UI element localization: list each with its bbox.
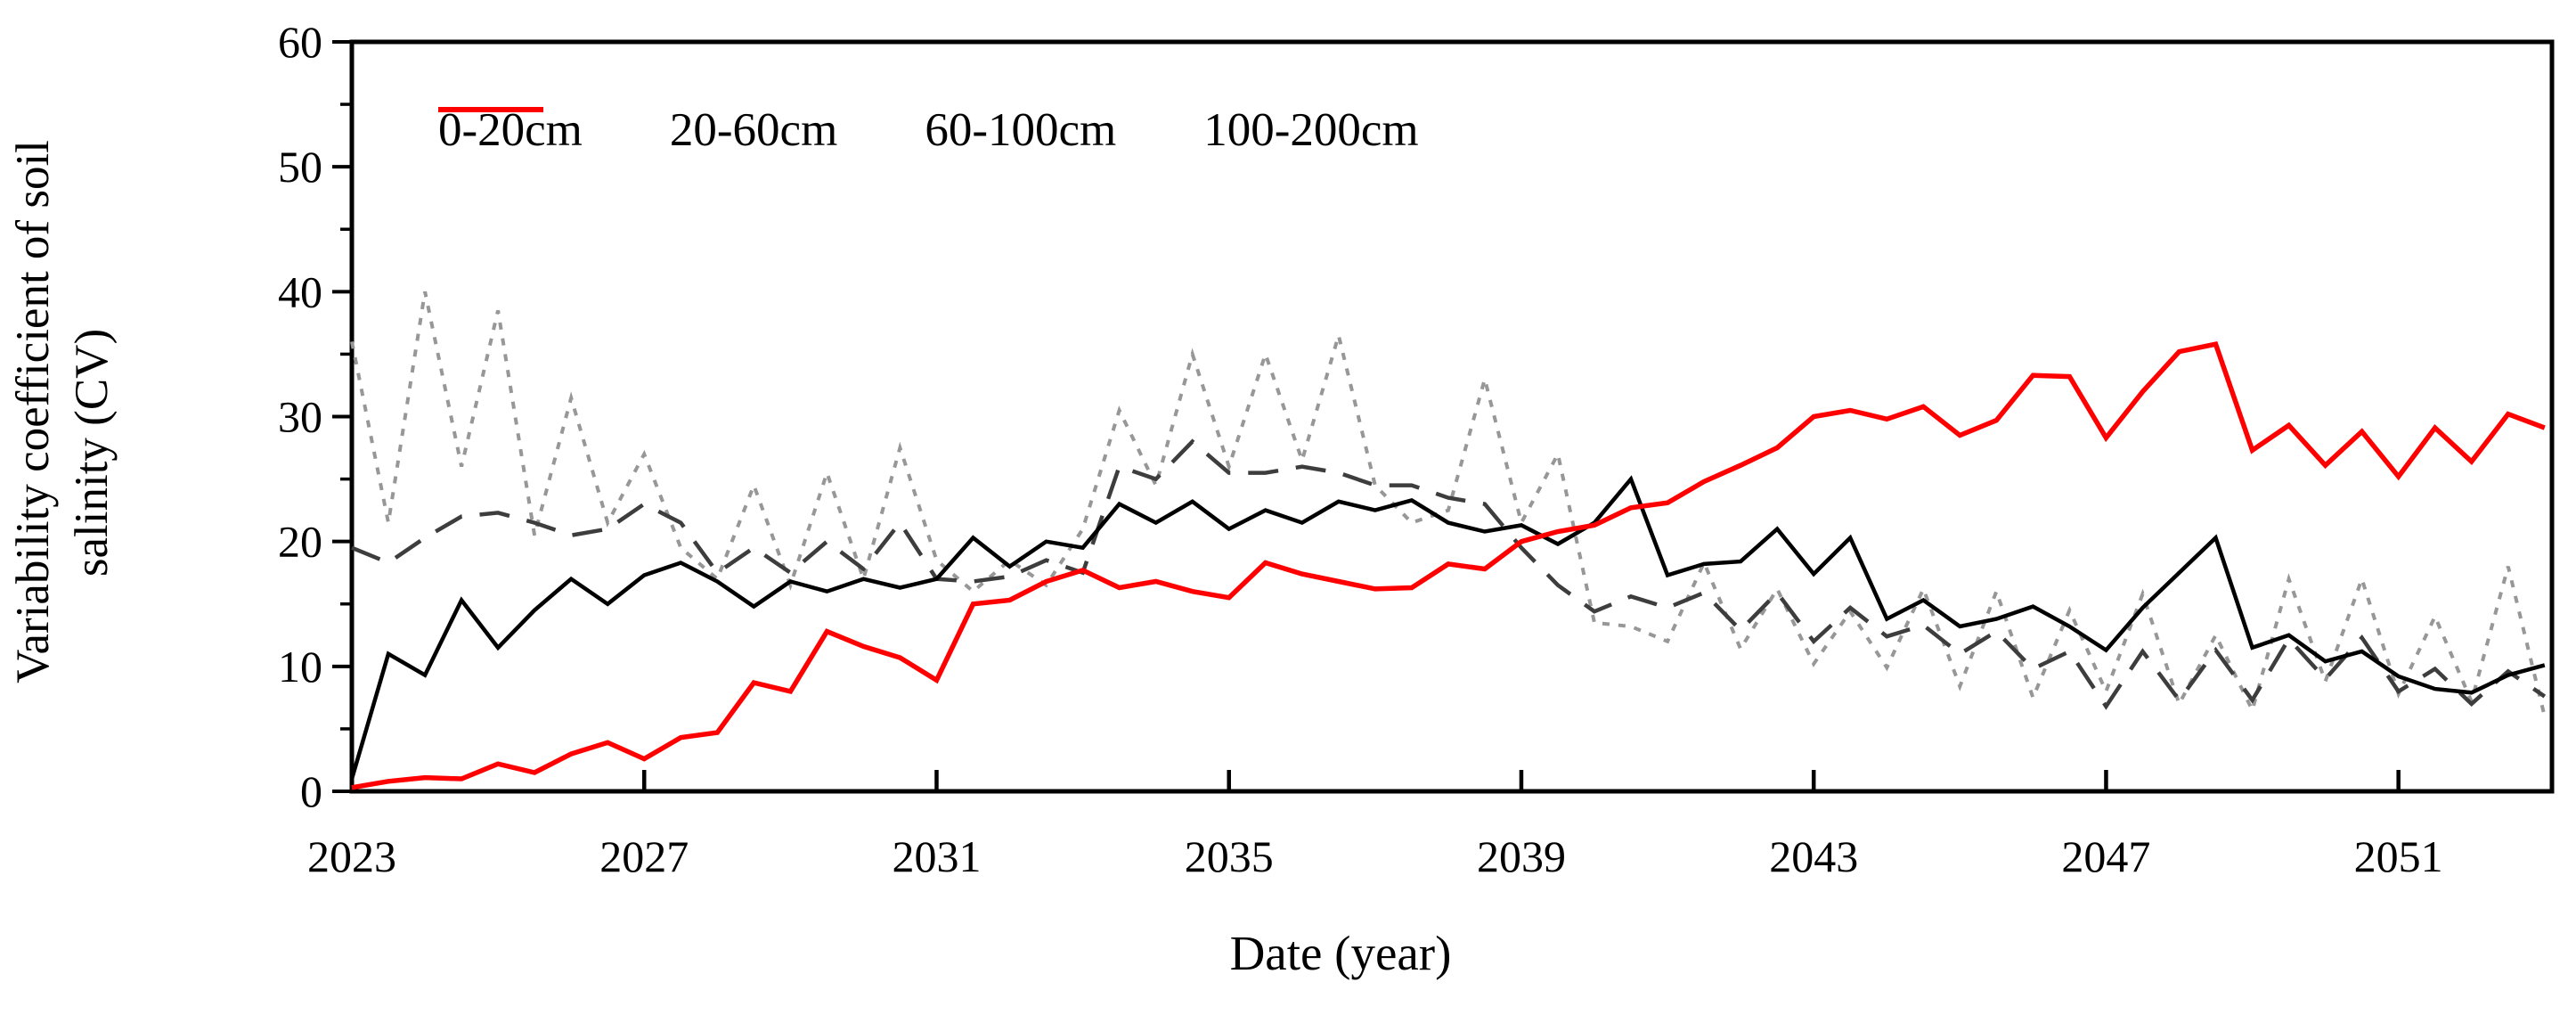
y-tick-label: 30 [278, 392, 322, 442]
y-tick-label: 40 [278, 266, 322, 316]
x-tick-label: 2039 [1477, 831, 1566, 881]
legend-label: 60-100cm [925, 104, 1117, 156]
legend-label: 0-20cm [438, 104, 583, 156]
legend: 0-20cm 20-60cm 60-100cm 100-200cm [438, 103, 1419, 157]
legend-item-60-100cm: 60-100cm [438, 103, 1117, 157]
x-tick-label: 2043 [1769, 831, 1858, 881]
series-100-200cm [351, 341, 2546, 790]
legend-label: 100-200cm [1203, 104, 1419, 156]
y-tick-label: 0 [300, 766, 322, 816]
legend-label: 20-60cm [669, 104, 838, 156]
legend-item-20-60cm: 20-60cm [438, 103, 838, 157]
legend-swatch-solid [438, 107, 543, 112]
y-tick-label: 20 [278, 517, 322, 567]
y-tick-label: 60 [278, 17, 322, 67]
y-tick-label: 50 [278, 142, 322, 192]
series-0-20cm [350, 291, 2547, 717]
legend-item-100-200cm: 100-200cm [438, 103, 1419, 157]
x-tick-label: 2035 [1185, 831, 1274, 881]
series-20-60cm [351, 438, 2547, 710]
y-tick-label: 10 [278, 642, 322, 692]
series-60-100cm [349, 475, 2546, 780]
x-tick-label: 2051 [2354, 831, 2443, 881]
x-axis-title: Date (year) [1229, 926, 1452, 980]
x-tick-label: 2031 [892, 831, 981, 881]
x-tick-label: 2023 [307, 831, 396, 881]
x-tick-label: 2047 [2061, 831, 2150, 881]
legend-item-0-20cm: 0-20cm [438, 103, 583, 157]
x-tick-label: 2027 [599, 831, 689, 881]
